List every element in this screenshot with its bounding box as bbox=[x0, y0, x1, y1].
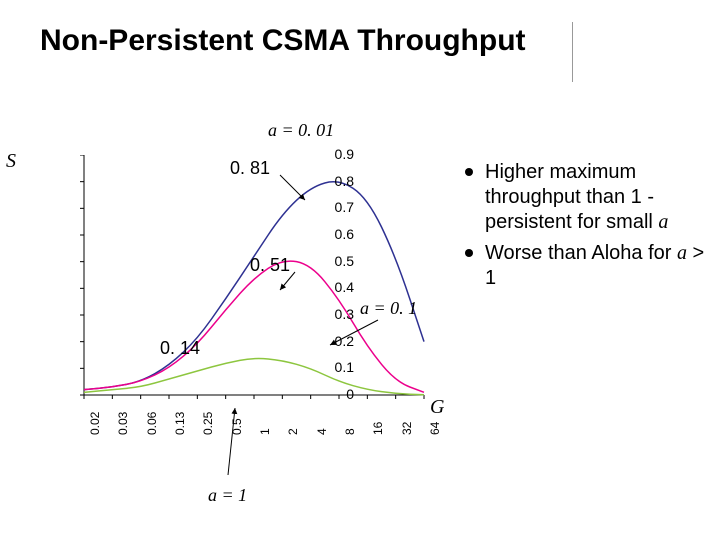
x-tick-label: 2 bbox=[286, 428, 300, 435]
annot-peak-014: 0. 14 bbox=[160, 338, 200, 359]
y-axis-label: S bbox=[6, 150, 16, 173]
y-tick-label: 0.3 bbox=[335, 306, 354, 322]
x-tick-label: 0.03 bbox=[116, 412, 130, 435]
annot-peak-081: 0. 81 bbox=[230, 158, 270, 179]
y-tick-label: 0.5 bbox=[335, 253, 354, 269]
y-tick-label: 0.2 bbox=[335, 333, 354, 349]
x-tick-label: 16 bbox=[371, 422, 385, 435]
slide: Non-Persistent CSMA Throughput S a = 0. … bbox=[0, 0, 720, 540]
bullet-text: Worse than Aloha for a > 1 bbox=[485, 241, 715, 291]
x-tick-label: 1 bbox=[258, 428, 272, 435]
y-tick-label: 0.8 bbox=[335, 173, 354, 189]
list-item: Higher maximum throughput than 1 -persis… bbox=[465, 160, 715, 235]
y-tick-label: 0.1 bbox=[335, 359, 354, 375]
bullet-icon bbox=[465, 168, 473, 176]
annot-a-01: a = 0. 1 bbox=[360, 298, 417, 319]
bullet-icon bbox=[465, 249, 473, 257]
x-tick-label: 0.06 bbox=[145, 412, 159, 435]
y-tick-label: 0.4 bbox=[335, 279, 354, 295]
x-tick-label: 4 bbox=[315, 428, 329, 435]
x-tick-label: 64 bbox=[428, 422, 442, 435]
annot-a-001: a = 0. 01 bbox=[268, 120, 334, 141]
annot-a-1: a = 1 bbox=[208, 485, 247, 506]
y-tick-label: 0.6 bbox=[335, 226, 354, 242]
x-tick-label: 8 bbox=[343, 428, 357, 435]
annot-peak-051: 0. 51 bbox=[250, 255, 290, 276]
page-title: Non-Persistent CSMA Throughput bbox=[40, 24, 526, 58]
x-tick-label: 32 bbox=[400, 422, 414, 435]
x-tick-label: 0.13 bbox=[173, 412, 187, 435]
list-item: Worse than Aloha for a > 1 bbox=[465, 241, 715, 291]
x-tick-label: 0.5 bbox=[230, 418, 244, 435]
y-tick-label: 0 bbox=[346, 386, 354, 402]
x-axis-label: G bbox=[430, 396, 444, 419]
bullet-text: Higher maximum throughput than 1 -persis… bbox=[485, 160, 715, 235]
y-tick-label: 0.7 bbox=[335, 199, 354, 215]
title-rule bbox=[572, 22, 573, 82]
y-tick-label: 0.9 bbox=[335, 146, 354, 162]
x-tick-label: 0.25 bbox=[201, 412, 215, 435]
bullet-list: Higher maximum throughput than 1 -persis… bbox=[465, 160, 715, 297]
x-tick-label: 0.02 bbox=[88, 412, 102, 435]
